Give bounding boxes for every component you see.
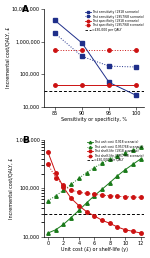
X-axis label: Sensitivity or specificity, %: Sensitivity or specificity, % bbox=[61, 117, 127, 122]
Legend: Test unit cost (1918 scenario), Test unit cost (1957/68 scenario), Test shelf-li: Test unit cost (1918 scenario), Test uni… bbox=[87, 140, 144, 162]
Text: A: A bbox=[22, 5, 29, 14]
Text: B: B bbox=[22, 136, 29, 145]
Legend: Test sensitivity (1918 scenario), Test sensitivity (1957/68 scenario), Test spec: Test sensitivity (1918 scenario), Test s… bbox=[85, 10, 144, 32]
Y-axis label: Incremental cost/QALY, £: Incremental cost/QALY, £ bbox=[9, 158, 14, 219]
Y-axis label: Incremental cost/QALY, £: Incremental cost/QALY, £ bbox=[6, 27, 10, 88]
X-axis label: Unit cost (£) or shelf-life (y): Unit cost (£) or shelf-life (y) bbox=[61, 247, 128, 252]
